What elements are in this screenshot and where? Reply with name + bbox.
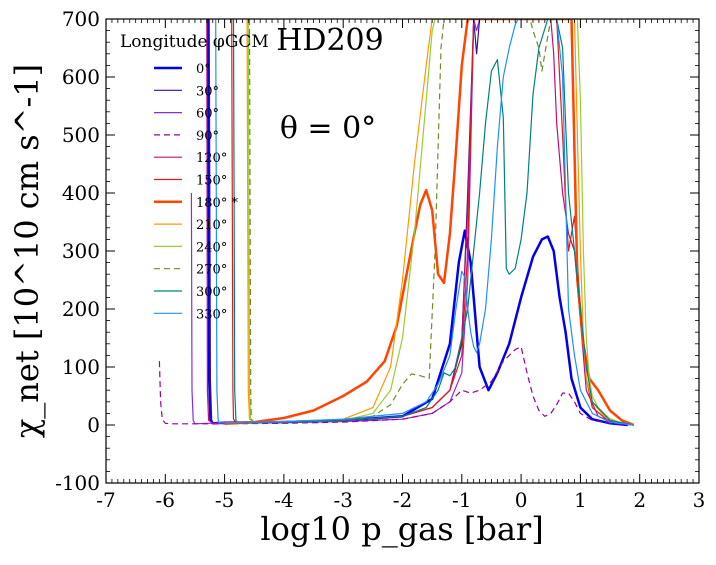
legend-label-4: 120°	[196, 151, 227, 166]
legend-label-7: 210°	[196, 218, 227, 233]
legend-title: Longitude φGCM	[120, 32, 269, 52]
legend-label-1: 30°	[196, 84, 219, 99]
x-tick-label: 0	[515, 488, 528, 512]
series-line-11	[215, 19, 634, 426]
legend-label-11: 330°	[196, 307, 227, 322]
y-tick-label: 300	[62, 239, 100, 263]
x-axis-ticks: -7 -6 -5 -4 -3 -2 -1 0 1 2 3	[96, 19, 705, 512]
y-tick-label: 200	[62, 297, 100, 321]
legend-label-5: 150°	[196, 174, 227, 189]
plot-frame	[105, 18, 700, 484]
legend-items: 0° 30° 60° 90° 120° 150° 180° * 210° 240° 270° 300…	[154, 62, 238, 322]
legend-label-8: 240°	[196, 240, 227, 255]
x-tick-label: 2	[633, 488, 646, 512]
y-axis-ticks: -100 0 100 200 300 400 500 600 700	[55, 7, 699, 495]
x-axis-label: log10 p_gas [bar]	[260, 510, 543, 548]
x-tick-label: -3	[333, 488, 352, 512]
legend-label-2: 60°	[196, 107, 219, 122]
legend-label-0: 0°	[196, 62, 211, 77]
y-tick-label: -100	[55, 471, 100, 495]
legend-label-10: 300°	[196, 285, 227, 300]
y-tick-label: 700	[62, 7, 100, 31]
x-tick-label: -1	[452, 488, 471, 512]
series-layer	[158, 19, 635, 427]
x-tick-label: 3	[693, 488, 706, 512]
series-line-6	[224, 19, 635, 427]
chart-title: HD209	[276, 23, 383, 58]
x-tick-label: -4	[274, 488, 293, 512]
legend: Longitude φGCM 0° 30° 60° 90° 120° 150° 180° *…	[120, 32, 269, 322]
y-tick-label: 0	[87, 413, 100, 437]
minor-ticks	[106, 19, 699, 483]
x-tick-label: 1	[574, 488, 587, 512]
y-axis-label: χ_net [10^10 cm s^-1]	[8, 64, 46, 438]
legend-label-9: 270°	[196, 263, 227, 278]
x-tick-label: -6	[156, 488, 175, 512]
series-line-10	[232, 19, 634, 426]
x-tick-label: -7	[96, 488, 115, 512]
y-tick-label: 400	[62, 181, 100, 205]
x-tick-label: -5	[215, 488, 234, 512]
y-tick-label: 500	[62, 123, 100, 147]
y-tick-label: 100	[62, 355, 100, 379]
legend-label-6: 180° *	[196, 196, 238, 211]
theta-annotation: θ = 0°	[280, 111, 376, 146]
x-tick-label: -2	[393, 488, 412, 512]
legend-label-3: 90°	[196, 129, 219, 144]
y-tick-label: 600	[62, 65, 100, 89]
